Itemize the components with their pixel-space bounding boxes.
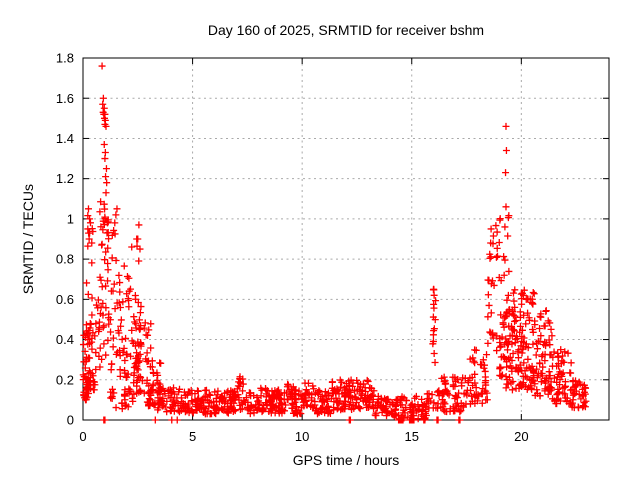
x-tick-label-5: 5 bbox=[189, 429, 196, 444]
y-tick-label-1: 1 bbox=[67, 211, 74, 226]
y-tick-label-0: 0 bbox=[67, 413, 74, 428]
x-tick-label-0: 0 bbox=[79, 429, 86, 444]
y-tick-label-0.4: 0.4 bbox=[56, 332, 74, 347]
data-points-layer bbox=[79, 62, 590, 424]
x-tick-label-10: 10 bbox=[295, 429, 309, 444]
y-tick-label-0.8: 0.8 bbox=[56, 252, 74, 267]
chart-title: Day 160 of 2025, SRMTID for receiver bsh… bbox=[207, 22, 485, 38]
x-tick-label-15: 15 bbox=[405, 429, 419, 444]
y-tick-label-1.4: 1.4 bbox=[56, 131, 74, 146]
scatter-points bbox=[79, 62, 590, 424]
x-tick-label-20: 20 bbox=[514, 429, 528, 444]
y-tick-label-0.2: 0.2 bbox=[56, 372, 74, 387]
y-tick-label-1.6: 1.6 bbox=[56, 91, 74, 106]
x-axis-label: GPS time / hours bbox=[292, 452, 400, 468]
y-tick-label-1.8: 1.8 bbox=[56, 51, 74, 66]
tick-label-layer: 0 5 10 15 20 0 0.2 0.4 0.6 0.8 1 1.2 1.4 1.6 1.8 bbox=[56, 51, 529, 444]
y-tick-label-1.2: 1.2 bbox=[56, 171, 74, 186]
y-tick-label-0.6: 0.6 bbox=[56, 292, 74, 307]
